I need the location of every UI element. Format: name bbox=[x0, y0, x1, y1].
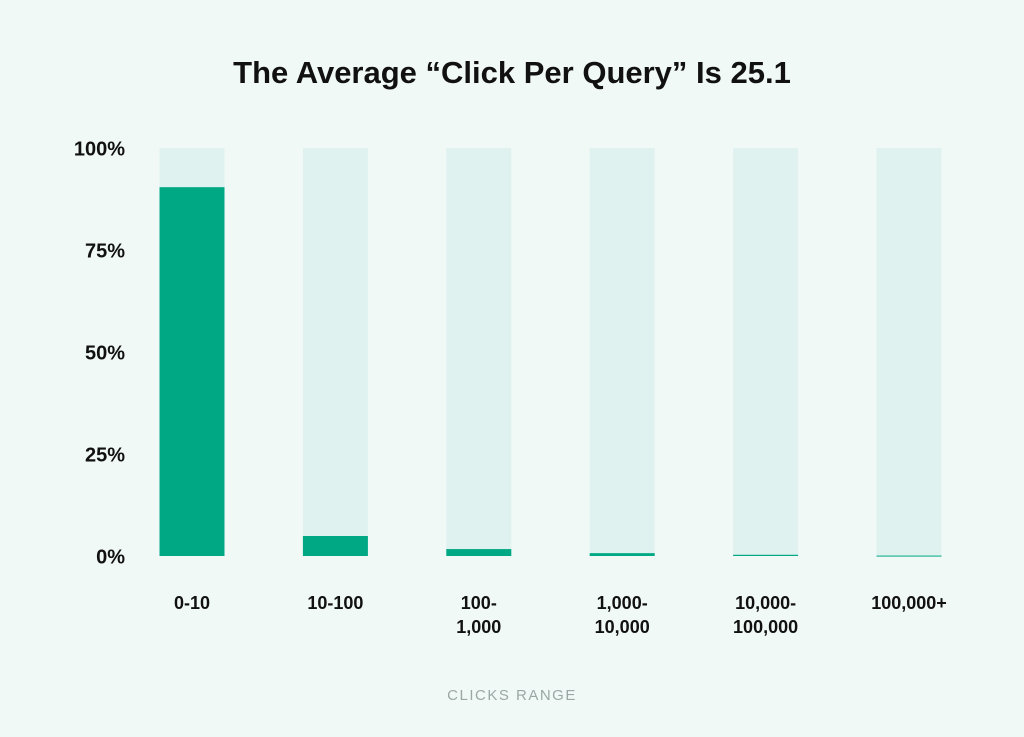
x-tick-label: 1,000- 10,000 bbox=[594, 593, 650, 637]
y-tick-label: 75% bbox=[85, 240, 125, 262]
x-tick-label: 10,000- 100,000 bbox=[733, 593, 799, 637]
y-tick-label: 50% bbox=[85, 342, 125, 364]
bar bbox=[876, 555, 942, 557]
bar-track bbox=[876, 148, 942, 556]
x-tick-label: 100,000+ bbox=[871, 593, 947, 613]
bar bbox=[733, 554, 799, 556]
bar-track bbox=[302, 148, 368, 556]
x-tick-label: 100- 1,000 bbox=[456, 593, 502, 637]
y-tick-label: 0% bbox=[96, 546, 125, 568]
bar bbox=[589, 553, 655, 556]
x-tick-label: 0-10 bbox=[173, 593, 211, 613]
bar bbox=[446, 549, 512, 556]
x-tick-label: 10-100 bbox=[307, 593, 364, 613]
x-axis-label: CLICKS RANGE bbox=[447, 687, 577, 704]
bar-track bbox=[733, 148, 799, 556]
bar-track bbox=[446, 148, 512, 556]
bar bbox=[302, 536, 368, 556]
bar-track bbox=[589, 148, 655, 556]
y-tick-label: 100% bbox=[74, 138, 125, 160]
chart-title: The Average “Click Per Query” Is 25.1 bbox=[233, 55, 791, 90]
y-tick-label: 25% bbox=[85, 444, 125, 466]
bar bbox=[159, 187, 225, 556]
